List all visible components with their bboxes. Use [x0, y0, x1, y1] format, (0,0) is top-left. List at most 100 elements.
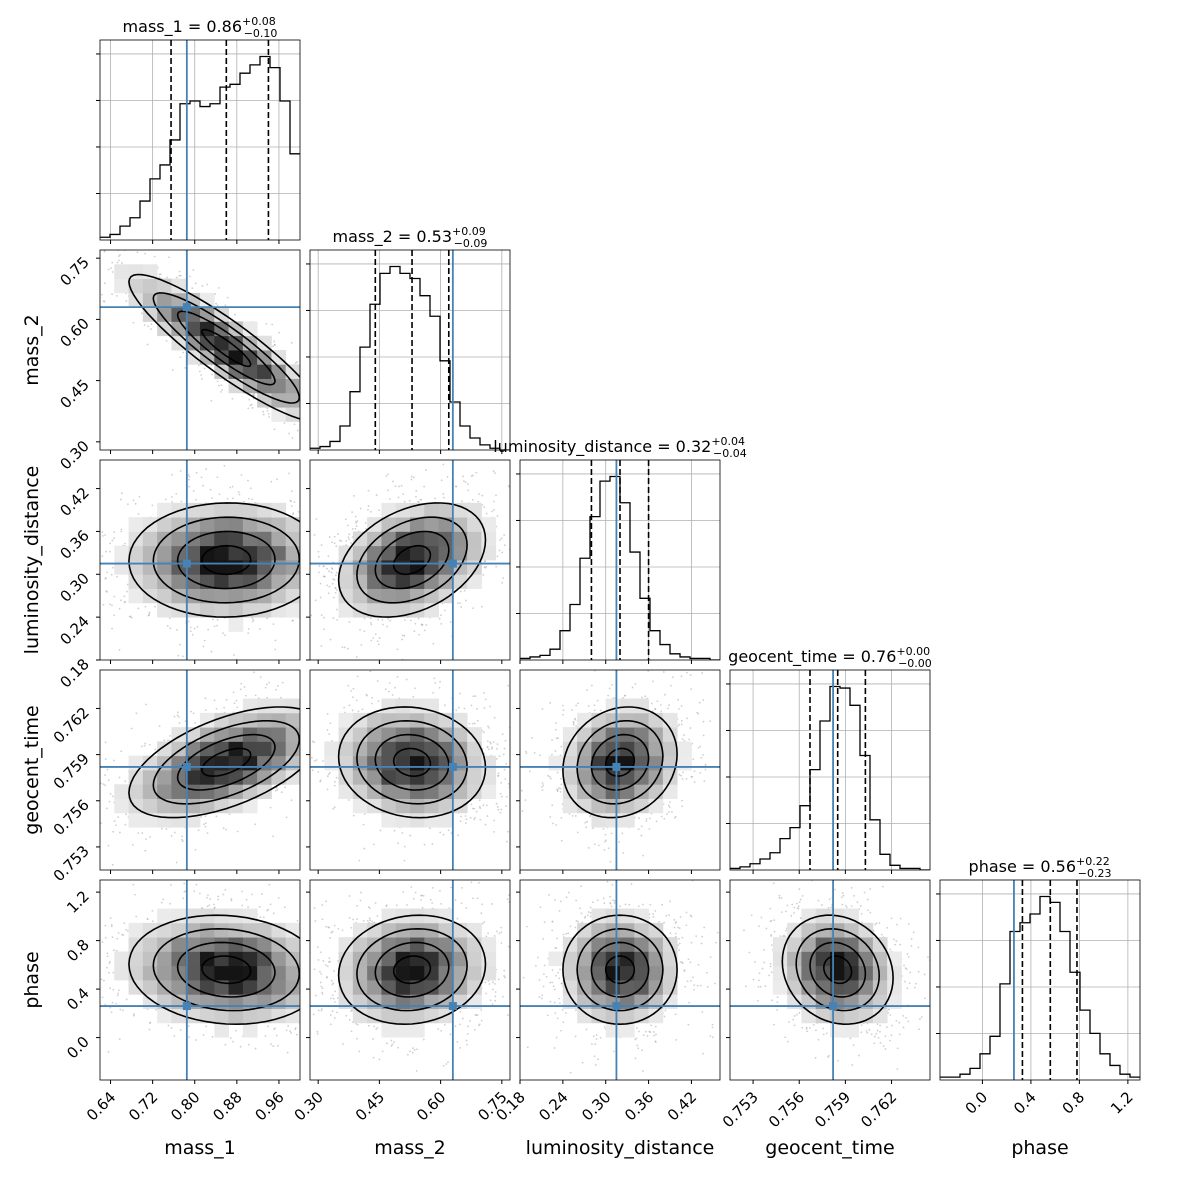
sample-point [323, 728, 325, 730]
sample-point [394, 485, 397, 488]
panel-frame [99, 249, 301, 451]
density-cell [114, 784, 129, 799]
sample-point [334, 616, 336, 618]
sample-point [318, 565, 321, 567]
sample-point [346, 533, 348, 535]
sample-point [232, 497, 234, 500]
density-cell [285, 698, 300, 714]
density-cell [171, 531, 187, 547]
sample-point [170, 496, 173, 498]
sample-point [327, 787, 329, 789]
sample-point [338, 665, 340, 667]
sample-point [296, 429, 299, 432]
sample-point [442, 496, 445, 499]
sample-point [306, 411, 308, 413]
density-cell [200, 321, 215, 337]
sample-point [312, 672, 314, 674]
sample-point [320, 407, 322, 409]
density-cell [424, 502, 439, 518]
density-cell [128, 517, 144, 532]
sample-point [164, 498, 167, 501]
sample-point [336, 410, 338, 412]
sample-point [495, 494, 497, 497]
density-cell [424, 602, 439, 618]
density-cell [142, 531, 158, 547]
sample-point [266, 617, 268, 620]
sample-point [320, 614, 323, 616]
sample-point [304, 412, 306, 414]
sample-point [410, 475, 413, 478]
sample-point [292, 513, 294, 516]
panel-frame [519, 459, 721, 661]
density-cell [242, 321, 258, 337]
sample-point [181, 840, 184, 843]
sample-point [302, 525, 304, 527]
sample-point [120, 492, 123, 495]
sample-point [124, 600, 127, 603]
sample-point [316, 716, 318, 718]
density-cell [257, 517, 272, 532]
sample-point [12, 579, 14, 581]
sample-point [311, 748, 313, 750]
sample-point [302, 804, 304, 806]
sample-point [338, 684, 340, 686]
density-cell [214, 350, 229, 365]
sample-point [179, 470, 182, 472]
sample-point [323, 434, 325, 436]
sample-point [306, 741, 308, 743]
density-cell [338, 574, 354, 589]
sample-point [111, 566, 114, 569]
sample-point [154, 748, 157, 751]
sample-point [95, 280, 97, 282]
sample-point [327, 735, 329, 737]
density-cell [257, 545, 272, 561]
sample-point [481, 504, 484, 506]
density-cell [424, 574, 439, 589]
sample-point [233, 654, 235, 656]
sample-point [211, 618, 214, 621]
sample-point [137, 513, 140, 515]
sample-point [111, 604, 113, 607]
density-cell [114, 545, 129, 561]
sample-point [311, 495, 313, 497]
sample-point [350, 678, 352, 680]
density-cell [171, 798, 187, 814]
sample-point [134, 502, 137, 505]
sample-point [305, 405, 307, 407]
sample-point [363, 617, 366, 620]
sample-point [306, 724, 308, 726]
contour-level-0 [201, 544, 252, 576]
sample-point [330, 387, 332, 389]
sample-point [85, 746, 87, 748]
sample-point [425, 469, 427, 471]
sample-point [379, 698, 381, 700]
sample-point [328, 530, 330, 532]
sample-point [248, 497, 250, 500]
sample-point [371, 426, 373, 428]
sample-point [302, 631, 304, 633]
sample-point [462, 480, 465, 482]
sample-point [111, 627, 113, 630]
sample-point [258, 628, 261, 631]
sample-point [348, 420, 350, 422]
sample-point [365, 527, 367, 530]
density-cell [438, 588, 454, 604]
sample-point [330, 419, 332, 421]
sample-point [337, 415, 339, 417]
sample-point [328, 570, 330, 573]
sample-point [417, 474, 419, 476]
density-cell [438, 545, 454, 561]
sample-point [307, 502, 309, 504]
sample-point [96, 249, 98, 251]
sample-point [364, 521, 367, 524]
sample-point [319, 773, 321, 775]
density-cell [242, 502, 258, 518]
sample-point [135, 712, 138, 715]
sample-point [104, 774, 106, 776]
sample-point [317, 590, 319, 592]
sample-point [132, 499, 135, 502]
sample-point [96, 266, 98, 268]
sample-point [339, 391, 341, 393]
sample-point [503, 544, 506, 547]
density-cell [242, 545, 258, 561]
